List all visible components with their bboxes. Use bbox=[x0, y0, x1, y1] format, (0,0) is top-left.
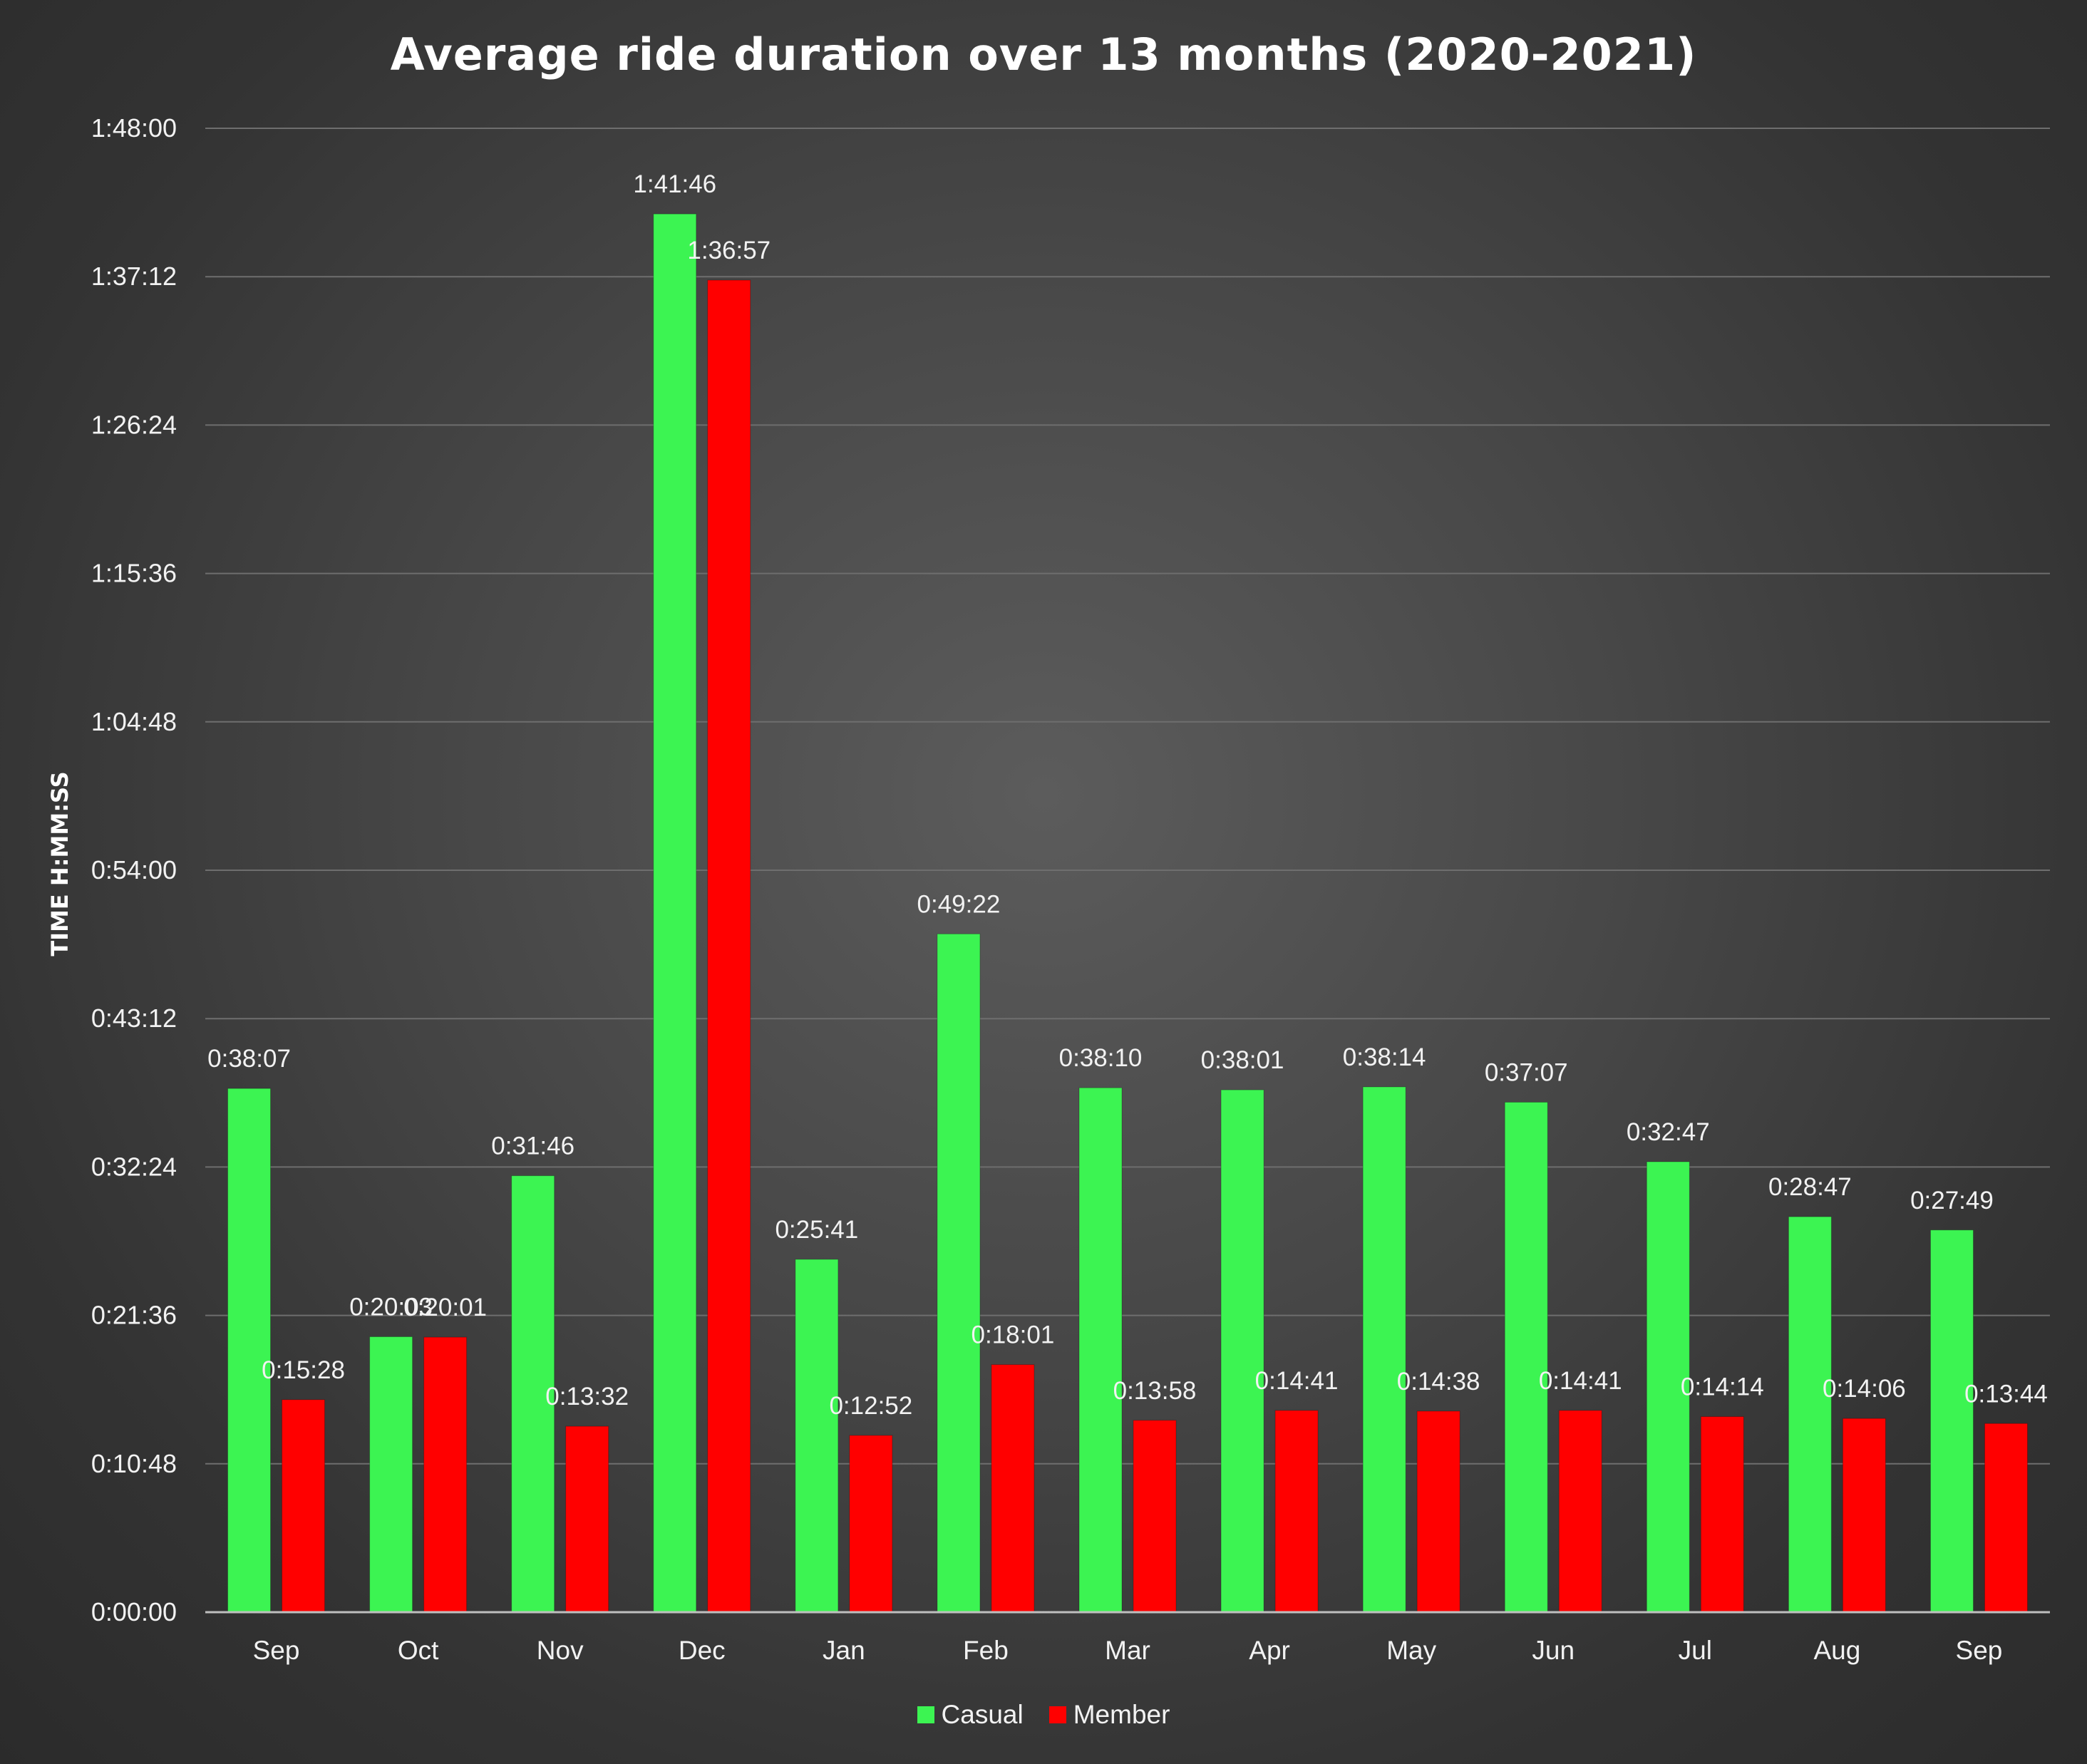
bar-casual bbox=[369, 1336, 413, 1613]
data-label-member: 0:13:32 bbox=[545, 1383, 629, 1410]
x-tick-label: Dec bbox=[679, 1636, 726, 1665]
y-tick-label: 0:43:12 bbox=[91, 1004, 177, 1033]
bar-member bbox=[1274, 1410, 1319, 1613]
data-label-casual: 0:37:07 bbox=[1485, 1058, 1568, 1086]
data-label-member: 0:18:01 bbox=[972, 1321, 1055, 1349]
y-tick-label: 1:04:48 bbox=[91, 707, 177, 736]
bar-casual bbox=[1504, 1101, 1548, 1613]
x-tick-label: Sep bbox=[253, 1636, 300, 1665]
data-label-member: 0:14:41 bbox=[1539, 1367, 1622, 1395]
bar-casual bbox=[1362, 1086, 1406, 1613]
x-tick-label: May bbox=[1386, 1636, 1436, 1665]
bar-casual bbox=[937, 933, 981, 1613]
y-tick-label: 1:26:24 bbox=[91, 410, 177, 439]
legend: Casual Member bbox=[0, 1700, 2087, 1730]
bar-member bbox=[423, 1336, 468, 1613]
bars bbox=[227, 213, 2028, 1613]
data-label-casual: 0:32:47 bbox=[1627, 1118, 1710, 1146]
x-tick-label: Mar bbox=[1105, 1636, 1150, 1665]
bar-casual bbox=[1646, 1161, 1690, 1613]
data-label-member: 0:14:06 bbox=[1823, 1375, 1906, 1403]
data-label-member: 0:14:14 bbox=[1681, 1373, 1764, 1401]
bar-member bbox=[1558, 1410, 1602, 1613]
legend-item-member: Member bbox=[1048, 1700, 1170, 1730]
x-tick-label: Nov bbox=[537, 1636, 584, 1665]
data-label-casual: 0:38:14 bbox=[1343, 1043, 1426, 1071]
data-label-casual: 0:49:22 bbox=[917, 890, 1001, 918]
y-tick-label: 1:15:36 bbox=[91, 559, 177, 588]
x-tick-label: Feb bbox=[963, 1636, 1009, 1665]
data-label-casual: 0:38:07 bbox=[207, 1045, 291, 1073]
data-label-member: 0:20:01 bbox=[403, 1294, 487, 1321]
bar-member bbox=[1700, 1416, 1744, 1613]
bar-member bbox=[1842, 1418, 1886, 1613]
gridlines bbox=[205, 128, 2050, 1465]
data-label-casual: 0:20:03 bbox=[349, 1293, 433, 1321]
bar-member bbox=[282, 1399, 326, 1613]
y-tick-label: 1:37:12 bbox=[91, 262, 177, 291]
y-tick-label: 1:48:00 bbox=[91, 113, 177, 143]
bar-casual bbox=[653, 213, 697, 1613]
bar-member bbox=[1984, 1423, 2028, 1613]
data-label-member: 0:14:41 bbox=[1255, 1367, 1339, 1395]
x-tick-label: Apr bbox=[1249, 1636, 1290, 1665]
data-label-casual: 0:27:49 bbox=[1910, 1187, 1994, 1214]
data-label-member: 0:12:52 bbox=[829, 1392, 912, 1420]
legend-label: Member bbox=[1073, 1700, 1170, 1729]
data-labels: 0:38:07 0:15:28 0:20:030:20:01 0:31:46 0:13:… bbox=[207, 170, 2048, 1420]
data-label-member: 0:15:28 bbox=[262, 1356, 345, 1384]
data-label-member: 0:13:58 bbox=[1113, 1377, 1197, 1405]
x-axis-categories: Sep Oct Nov Dec Jan Feb Mar Apr May Jun Jul Aug Sep bbox=[253, 1636, 2003, 1665]
data-label-member: 1:36:57 bbox=[687, 237, 771, 264]
bar-casual bbox=[227, 1088, 272, 1613]
data-label-casual: 0:38:01 bbox=[1201, 1046, 1284, 1074]
x-tick-label: Oct bbox=[398, 1636, 439, 1665]
bar-casual bbox=[1929, 1229, 1974, 1613]
legend-label: Casual bbox=[941, 1700, 1024, 1729]
chart-title: Average ride duration over 13 months (20… bbox=[390, 29, 1697, 81]
bar-casual bbox=[1078, 1087, 1123, 1613]
x-tick-label: Jun bbox=[1532, 1636, 1575, 1665]
x-tick-label: Aug bbox=[1813, 1636, 1860, 1665]
bar-member bbox=[565, 1425, 609, 1613]
y-tick-label: 0:54:00 bbox=[91, 855, 177, 884]
data-label-casual: 1:41:46 bbox=[633, 170, 716, 198]
y-tick-label: 0:00:00 bbox=[91, 1597, 177, 1626]
y-tick-label: 0:10:48 bbox=[91, 1449, 177, 1478]
bar-member bbox=[849, 1435, 893, 1613]
legend-swatch bbox=[1048, 1706, 1066, 1723]
x-tick-label: Sep bbox=[1956, 1636, 2003, 1665]
data-label-casual: 0:25:41 bbox=[775, 1216, 858, 1244]
bar-member bbox=[707, 279, 751, 1613]
data-label-member: 0:13:44 bbox=[1964, 1380, 2048, 1408]
legend-item-casual: Casual bbox=[917, 1700, 1024, 1730]
bar-casual bbox=[1220, 1089, 1264, 1613]
y-axis-ticks: 0:00:00 0:10:48 0:21:36 0:32:24 0:43:12 0:54:… bbox=[91, 113, 177, 1626]
bar-member bbox=[991, 1364, 1035, 1613]
bar-member bbox=[1133, 1420, 1177, 1613]
data-label-member: 0:14:38 bbox=[1397, 1368, 1480, 1396]
data-label-casual: 0:31:46 bbox=[491, 1133, 574, 1160]
legend-swatch bbox=[917, 1706, 934, 1723]
y-tick-label: 0:32:24 bbox=[91, 1152, 177, 1181]
x-tick-label: Jan bbox=[823, 1636, 865, 1665]
bar-member bbox=[1416, 1410, 1460, 1613]
bar-casual bbox=[1788, 1216, 1832, 1613]
bar-casual bbox=[511, 1175, 555, 1613]
y-tick-label: 0:21:36 bbox=[91, 1301, 177, 1330]
data-label-casual: 0:28:47 bbox=[1768, 1173, 1852, 1201]
bar-casual bbox=[795, 1259, 839, 1613]
data-label-casual: 0:38:10 bbox=[1059, 1044, 1143, 1072]
x-tick-label: Jul bbox=[1679, 1636, 1712, 1665]
